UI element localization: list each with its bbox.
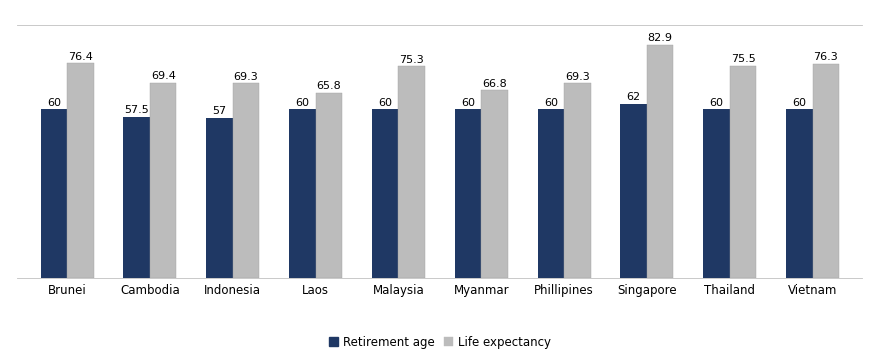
Bar — [41, 110, 67, 278]
Bar — [620, 104, 647, 278]
Bar — [67, 63, 93, 278]
Legend: Retirement age, Life expectancy: Retirement age, Life expectancy — [324, 331, 556, 354]
Bar — [124, 116, 150, 278]
Bar — [150, 83, 177, 278]
Text: 69.3: 69.3 — [565, 72, 590, 82]
Bar — [482, 90, 508, 278]
Bar — [564, 83, 591, 278]
Text: 69.4: 69.4 — [151, 71, 176, 81]
Bar — [537, 110, 564, 278]
Bar — [233, 83, 260, 278]
Text: 60: 60 — [461, 98, 475, 108]
Text: 60: 60 — [47, 98, 61, 108]
Text: 60: 60 — [710, 98, 724, 108]
Text: 66.8: 66.8 — [483, 79, 507, 89]
Bar — [703, 110, 730, 278]
Text: 76.3: 76.3 — [814, 52, 838, 62]
Text: 69.3: 69.3 — [233, 72, 259, 82]
Text: 62: 62 — [626, 92, 641, 102]
Bar — [787, 110, 813, 278]
Text: 65.8: 65.8 — [316, 81, 341, 91]
Text: 60: 60 — [544, 98, 557, 108]
Text: 57.5: 57.5 — [125, 105, 149, 115]
Bar — [315, 93, 342, 278]
Text: 75.3: 75.3 — [399, 55, 424, 65]
Text: 60: 60 — [295, 98, 309, 108]
Bar — [647, 45, 673, 278]
Text: 82.9: 82.9 — [648, 33, 672, 43]
Text: 76.4: 76.4 — [68, 52, 93, 62]
Text: 75.5: 75.5 — [731, 54, 755, 64]
Bar — [289, 110, 315, 278]
Bar — [813, 64, 839, 278]
Bar — [372, 110, 398, 278]
Bar — [398, 66, 425, 278]
Bar — [206, 118, 233, 278]
Bar — [730, 66, 756, 278]
Text: 60: 60 — [793, 98, 807, 108]
Text: 60: 60 — [378, 98, 392, 108]
Text: 57: 57 — [213, 106, 226, 116]
Bar — [455, 110, 482, 278]
